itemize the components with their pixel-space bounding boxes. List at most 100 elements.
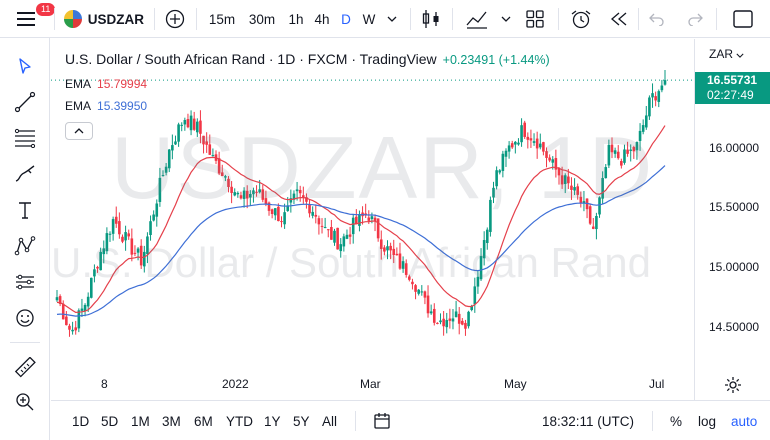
candle-body [423, 291, 427, 298]
candle-body [439, 320, 442, 323]
range-all[interactable]: All [322, 413, 338, 429]
candle-body [233, 192, 237, 196]
interval-30m[interactable]: 30m [248, 11, 276, 27]
bar-countdown: 02:27:49 [707, 88, 754, 102]
fib-retracement-tool[interactable] [9, 122, 41, 154]
candle-body [186, 119, 190, 128]
interval-w[interactable]: W [362, 11, 376, 27]
replay-button[interactable] [604, 0, 634, 38]
redo-button[interactable] [682, 0, 708, 38]
cursor-icon [19, 58, 31, 74]
candle-body [651, 93, 654, 98]
time-axis[interactable]: 8 2022 Mar May Jul [51, 370, 694, 400]
candle-body [495, 170, 498, 187]
candle-body [283, 212, 286, 225]
divider [652, 411, 653, 431]
candle-body [582, 201, 586, 204]
measure-tool[interactable] [9, 352, 41, 384]
timezone-clock[interactable]: 18:32:11 (UTC) [542, 413, 635, 429]
main-menu-button[interactable]: 11 [8, 0, 56, 38]
rewind-icon [611, 12, 627, 26]
indicators-button[interactable] [462, 0, 492, 38]
candle-body [520, 125, 523, 143]
range-3m[interactable]: 3M [162, 413, 181, 429]
chart-type-button[interactable] [418, 0, 444, 38]
top-toolbar: 11 USDZAR 15m 30m 1h 4h D W [0, 0, 770, 38]
range-ytd[interactable]: YTD [226, 413, 253, 429]
candle-body [532, 141, 536, 143]
go-to-date-button[interactable] [373, 401, 391, 440]
candle-body [641, 125, 645, 132]
range-5y[interactable]: 5Y [293, 413, 310, 429]
range-5d[interactable]: 5D [101, 413, 119, 429]
symbol-search-button[interactable]: USDZAR [64, 0, 144, 38]
candle-body [277, 206, 280, 222]
forecast-tool[interactable] [9, 266, 41, 298]
indicators-dropdown[interactable] [496, 0, 516, 38]
undo-button[interactable] [644, 0, 670, 38]
interval-dropdown[interactable] [382, 0, 402, 38]
candle-body [255, 191, 258, 193]
chevron-down-icon [736, 53, 744, 58]
price-chart[interactable] [51, 39, 694, 400]
divider [558, 8, 559, 30]
candle-body [189, 115, 193, 131]
drawing-toolbar [0, 38, 50, 440]
candle-body [660, 85, 664, 91]
candle-body [576, 186, 579, 195]
candle-body [601, 178, 604, 199]
candle-body [330, 227, 333, 240]
candle-body [267, 202, 271, 211]
currency-selector[interactable]: ZAR [709, 47, 744, 61]
range-6m[interactable]: 6M [194, 413, 213, 429]
candle-body [648, 97, 651, 117]
candle-body [345, 234, 349, 239]
price-axis[interactable]: ZAR 16.55731 02:27:49 16.00000 15.50000 … [694, 39, 770, 400]
chart-pane[interactable]: USDZAR, 1D U.S. Dollar / South African R… [51, 39, 770, 400]
candle-body [167, 149, 171, 169]
brush-tool[interactable] [9, 158, 41, 190]
candle-body [249, 193, 252, 198]
log-scale-toggle[interactable]: log [698, 413, 717, 429]
candle-body [65, 316, 68, 326]
pattern-tool[interactable] [9, 230, 41, 262]
icons-tool[interactable] [9, 302, 41, 334]
range-1y[interactable]: 1Y [264, 413, 281, 429]
layout-button[interactable] [728, 0, 758, 38]
range-1m[interactable]: 1M [131, 413, 150, 429]
trend-line-tool[interactable] [9, 86, 41, 118]
currency-label: ZAR [709, 47, 733, 61]
interval-d[interactable]: D [341, 11, 351, 27]
interval-4h[interactable]: 4h [314, 11, 330, 27]
cursor-tool[interactable] [9, 50, 41, 82]
indicators-icon [466, 11, 487, 29]
text-tool[interactable] [9, 194, 41, 226]
candle-body [280, 221, 283, 223]
add-symbol-icon [165, 9, 185, 29]
candle-body [457, 313, 461, 324]
templates-button[interactable] [522, 0, 548, 38]
chart-settings-button[interactable] [724, 376, 742, 397]
ema-fast-legend[interactable]: EMA 15.79994 [65, 77, 147, 91]
percent-scale-toggle[interactable]: % [670, 413, 683, 429]
candle-body [476, 276, 480, 287]
candle-body [114, 216, 118, 224]
candle-body [411, 281, 414, 285]
candle-body [348, 234, 352, 237]
compare-button[interactable] [162, 0, 188, 38]
ema-slow-legend[interactable]: EMA 15.39950 [65, 99, 147, 113]
candle-body [548, 157, 551, 161]
collapse-legend-button[interactable] [65, 122, 93, 140]
alert-button[interactable] [566, 0, 596, 38]
candle-body [326, 229, 330, 231]
candle-body [111, 219, 115, 234]
candle-body [535, 138, 539, 149]
interval-1h[interactable]: 1h [288, 11, 304, 27]
range-1d[interactable]: 1D [72, 413, 90, 429]
candle-body [252, 190, 255, 195]
interval-15m[interactable]: 15m [208, 11, 236, 27]
candle-body [55, 297, 59, 301]
auto-scale-toggle[interactable]: auto [731, 413, 758, 429]
zoom-tool[interactable] [9, 386, 41, 418]
candle-body [436, 322, 439, 324]
